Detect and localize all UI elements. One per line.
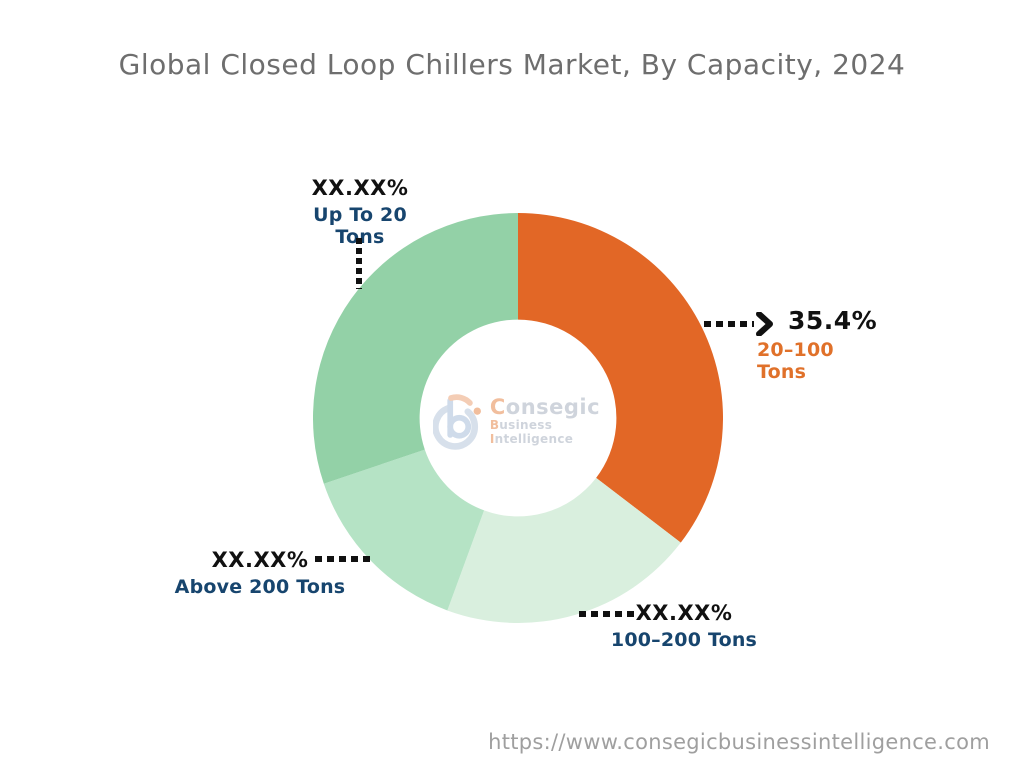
connector-dashed-line <box>704 321 754 327</box>
callout-up-to-20-tons: XX.XX% Up To 20 Tons <box>286 176 434 248</box>
callout-label: Above 200 Tons <box>174 576 346 598</box>
donut-segment-above-200-tons <box>323 449 485 611</box>
callout-label: Up To 20 Tons <box>313 204 407 248</box>
donut-chart-svg <box>312 213 724 624</box>
callout-value: XX.XX% <box>311 176 409 200</box>
callout-value: XX.XX% <box>635 601 733 625</box>
logo-brand-name: Consegic <box>489 395 601 420</box>
connector-dashed-line <box>356 238 362 289</box>
donut-segment-up-to-20-tons <box>312 213 518 484</box>
callout-above-200-tons: XX.XX% Above 200 Tons <box>172 548 348 598</box>
callout-value: XX.XX% <box>211 548 309 572</box>
consegic-logo: Consegic Business Intelligence <box>433 377 613 465</box>
callout-20-100-tons: 35.4% 20–100 Tons <box>757 306 887 383</box>
donut-segment-100-200-tons <box>447 477 681 624</box>
donut-segment-20-100-tons <box>518 213 724 543</box>
donut-chart <box>312 213 724 624</box>
logo-tagline: Business Intelligence <box>489 418 574 446</box>
source-url: https://www.consegicbusinessintelligence… <box>488 730 990 754</box>
callout-label: 100–200 Tons <box>610 629 758 651</box>
consegic-logo-text: Consegic Business Intelligence <box>490 396 613 445</box>
page-title: Global Closed Loop Chillers Market, By C… <box>118 48 906 81</box>
callout-100-200-tons: XX.XX% 100–200 Tons <box>596 601 772 651</box>
consegic-logo-icon <box>433 394 481 450</box>
connector-dashed-line <box>315 556 372 562</box>
arrow-head-icon <box>756 312 773 336</box>
connector-dashed-line <box>579 611 637 617</box>
callout-label: 20–100 Tons <box>757 339 834 383</box>
callout-value: 35.4% <box>788 306 878 335</box>
